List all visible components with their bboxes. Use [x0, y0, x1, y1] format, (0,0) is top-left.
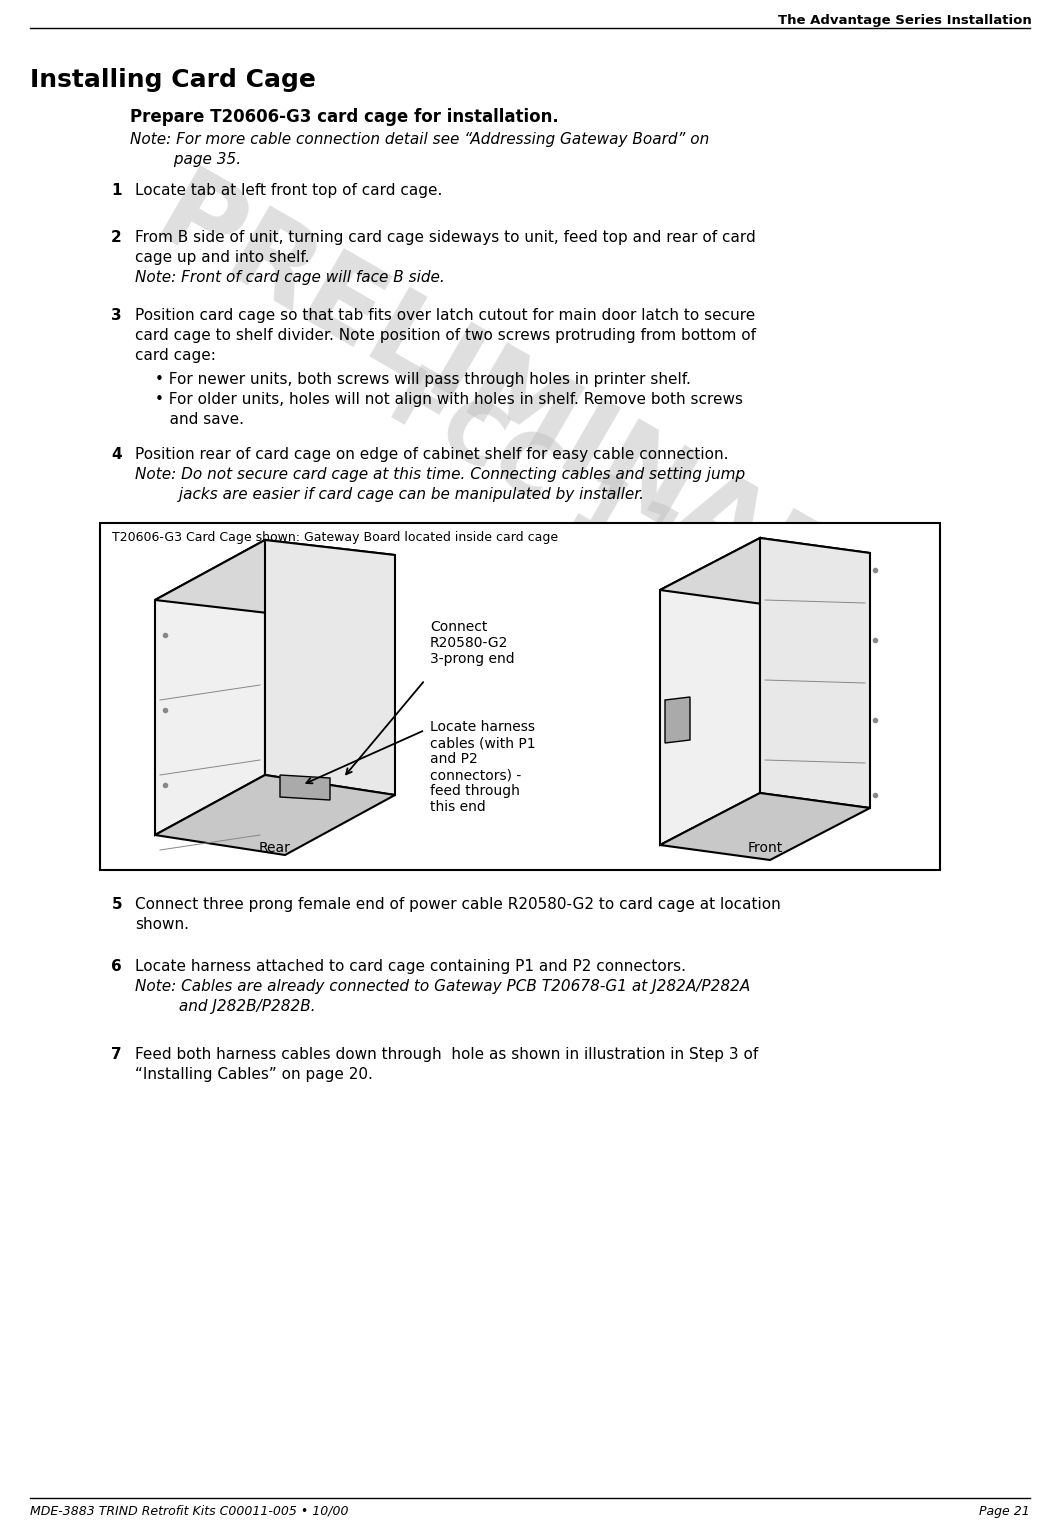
Text: and P2: and P2: [430, 752, 478, 766]
Text: MDE-3883 TRIND Retrofit Kits C00011-005 • 10/00: MDE-3883 TRIND Retrofit Kits C00011-005 …: [30, 1505, 349, 1518]
Text: Position card cage so that tab fits over latch cutout for main door latch to sec: Position card cage so that tab fits over…: [135, 308, 756, 324]
Polygon shape: [154, 540, 395, 615]
Text: Page 21: Page 21: [980, 1505, 1030, 1518]
Text: card cage:: card cage:: [135, 348, 215, 363]
Text: • For newer units, both screws will pass through holes in printer shelf.: • For newer units, both screws will pass…: [154, 372, 691, 388]
Text: 6: 6: [111, 958, 122, 974]
Text: FCC 11/30: FCC 11/30: [376, 357, 824, 662]
Text: PRELIMINARY: PRELIMINARY: [137, 162, 923, 678]
Text: this end: this end: [430, 800, 486, 813]
Polygon shape: [280, 775, 330, 800]
Text: Position rear of card cage on edge of cabinet shelf for easy cable connection.: Position rear of card cage on edge of ca…: [135, 447, 728, 462]
Polygon shape: [154, 775, 395, 855]
Text: 5: 5: [111, 897, 122, 913]
Polygon shape: [760, 539, 870, 807]
Text: 2: 2: [111, 230, 122, 246]
Text: • For older units, holes will not align with holes in shelf. Remove both screws: • For older units, holes will not align …: [154, 392, 743, 407]
Polygon shape: [660, 794, 870, 861]
Text: Locate harness attached to card cage containing P1 and P2 connectors.: Locate harness attached to card cage con…: [135, 958, 686, 974]
Text: Installing Card Cage: Installing Card Cage: [30, 69, 316, 92]
Text: feed through: feed through: [430, 784, 520, 798]
Text: Locate harness: Locate harness: [430, 720, 535, 734]
Text: Connect: Connect: [430, 620, 488, 633]
Text: jacks are easier if card cage can be manipulated by installer.: jacks are easier if card cage can be man…: [135, 487, 644, 502]
Text: cage up and into shelf.: cage up and into shelf.: [135, 250, 309, 266]
Polygon shape: [660, 539, 870, 604]
Text: Rear: Rear: [259, 841, 291, 855]
Polygon shape: [265, 540, 395, 795]
Text: Connect three prong female end of power cable R20580-G2 to card cage at location: Connect three prong female end of power …: [135, 897, 781, 913]
Text: shown.: shown.: [135, 917, 189, 932]
Text: 3-prong end: 3-prong end: [430, 652, 515, 665]
Text: Feed both harness cables down through  hole as shown in illustration in Step 3 o: Feed both harness cables down through ho…: [135, 1047, 758, 1062]
Text: card cage to shelf divider. Note position of two screws protruding from bottom o: card cage to shelf divider. Note positio…: [135, 328, 756, 343]
Text: Note: For more cable connection detail see “Addressing Gateway Board” on: Note: For more cable connection detail s…: [130, 133, 709, 146]
Text: page 35.: page 35.: [130, 153, 241, 166]
Text: Note: Cables are already connected to Gateway PCB T20678-G1 at J282A/P282A: Note: Cables are already connected to Ga…: [135, 980, 750, 993]
Text: The Advantage Series Installation: The Advantage Series Installation: [778, 14, 1032, 27]
Bar: [100, 523, 940, 870]
Text: 3: 3: [111, 308, 122, 324]
Text: connectors) -: connectors) -: [430, 768, 521, 781]
Polygon shape: [665, 697, 691, 743]
Text: and save.: and save.: [154, 412, 244, 427]
Text: and J282B/P282B.: and J282B/P282B.: [135, 1000, 315, 1013]
Text: Note: Do not secure card cage at this time. Connecting cables and setting jump: Note: Do not secure card cage at this ti…: [135, 467, 745, 482]
Text: 7: 7: [111, 1047, 122, 1062]
Text: T20606-G3 Card Cage shown: Gateway Board located inside card cage: T20606-G3 Card Cage shown: Gateway Board…: [112, 531, 558, 543]
Text: “Installing Cables” on page 20.: “Installing Cables” on page 20.: [135, 1067, 373, 1082]
Text: Locate tab at left front top of card cage.: Locate tab at left front top of card cag…: [135, 183, 442, 198]
Text: cables (with P1: cables (with P1: [430, 736, 536, 749]
Text: Front: Front: [747, 841, 783, 855]
Text: Prepare T20606-G3 card cage for installation.: Prepare T20606-G3 card cage for installa…: [130, 108, 559, 127]
Polygon shape: [154, 540, 265, 835]
Text: 4: 4: [111, 447, 122, 462]
Text: R20580-G2: R20580-G2: [430, 636, 509, 650]
Text: From B side of unit, turning card cage sideways to unit, feed top and rear of ca: From B side of unit, turning card cage s…: [135, 230, 756, 246]
Text: Note: Front of card cage will face B side.: Note: Front of card cage will face B sid…: [135, 270, 445, 285]
Text: 1: 1: [111, 183, 122, 198]
Polygon shape: [660, 539, 760, 845]
